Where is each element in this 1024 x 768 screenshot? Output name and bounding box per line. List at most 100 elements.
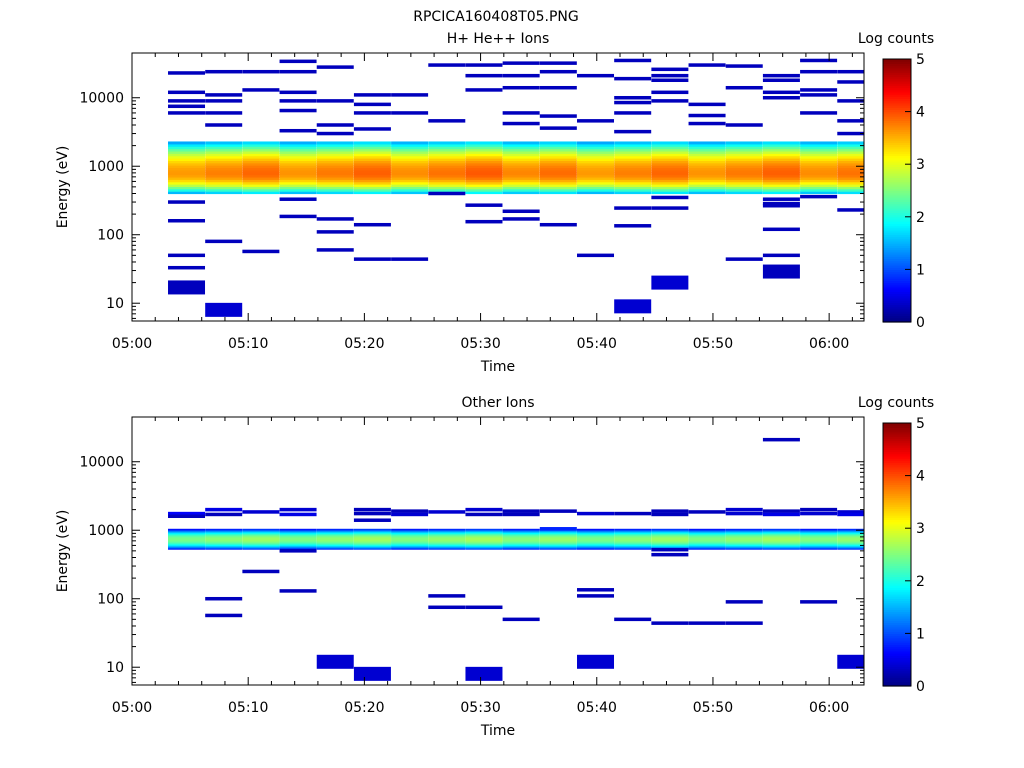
spectrogram-cell [316, 179, 354, 183]
spectrogram-cell [614, 548, 652, 550]
spectrogram-cell [353, 533, 391, 535]
spectrogram-cell [539, 174, 577, 178]
spectrogram-cell [465, 535, 503, 537]
spectrogram-cell [205, 150, 243, 154]
spectrogram-cell [539, 141, 577, 145]
spectrogram-cell [800, 158, 838, 161]
spectrogram-cell [539, 541, 577, 544]
spectrogram-cell [242, 148, 280, 152]
spectrogram-cell [688, 191, 726, 195]
colorbar-segment [883, 297, 911, 301]
spectrogram-point [242, 249, 280, 254]
spectrogram-cell [762, 548, 800, 550]
colorbar-segment [883, 181, 911, 185]
spectrogram-cell [316, 537, 354, 539]
spectrogram-cell [279, 150, 317, 154]
spectrogram-cell [614, 191, 652, 195]
spectrogram-cell [725, 184, 763, 187]
spectrogram-cell [465, 545, 503, 547]
spectrogram-cell [316, 545, 354, 547]
spectrogram-cell [688, 176, 726, 180]
spectrogram-cell [577, 531, 615, 534]
spectrogram-point [168, 253, 206, 258]
spectrogram-cell [502, 148, 540, 152]
spectrogram-cell [800, 529, 838, 532]
spectrogram-point [651, 206, 689, 210]
spectrogram-cell [465, 544, 503, 547]
spectrogram-cell [316, 160, 354, 164]
spectrogram-cell [316, 172, 354, 176]
colorbar-segment [883, 587, 911, 591]
spectrogram-cell [168, 146, 206, 150]
spectrogram-cell [316, 165, 354, 169]
spectrogram-cell [428, 179, 466, 183]
spectrogram-cell [539, 546, 577, 548]
spectrogram-cell [205, 545, 243, 547]
colorbar-segment [883, 484, 911, 488]
spectrogram-cell [688, 143, 726, 147]
spectrogram-cell [205, 536, 243, 538]
spectrogram-cell [725, 542, 763, 545]
spectrogram-cell [428, 541, 466, 544]
colorbar-segment [883, 98, 911, 102]
spectrogram-cell [279, 538, 317, 541]
spectrogram-cell [614, 172, 652, 176]
spectrogram-cell [428, 167, 466, 171]
colorbar-segment [883, 306, 911, 310]
colorbar-segment [883, 319, 911, 323]
spectrogram-cell [577, 181, 615, 185]
spectrogram-point [725, 64, 763, 68]
spectrogram-cell [391, 543, 429, 546]
colorbar-segment [883, 501, 911, 505]
spectrogram-cell [353, 547, 391, 549]
spectrogram-cell [577, 160, 615, 164]
spectrogram-cell [725, 547, 763, 549]
spectrogram-cell [800, 530, 838, 533]
spectrogram-cell [614, 542, 652, 545]
spectrogram-cell [502, 172, 540, 176]
spectrogram-cell [279, 537, 317, 539]
spectrogram-cell [651, 530, 689, 533]
spectrogram-cell [391, 165, 429, 169]
spectrogram-cell [502, 534, 540, 536]
spectrogram-cell [837, 191, 864, 195]
colorbar-segment [883, 109, 911, 113]
spectrogram-cell [725, 545, 763, 547]
spectrogram-cell [651, 541, 689, 544]
spectrogram-cell [614, 174, 652, 178]
spectrogram-cell [725, 531, 763, 534]
colorbar-segment [883, 249, 911, 253]
spectrogram-cell [837, 162, 864, 166]
spectrogram-cell [651, 169, 689, 173]
spectrogram-cell [762, 176, 800, 180]
spectrogram-cell [502, 146, 540, 150]
colorbar-segment [883, 664, 911, 667]
spectrogram-cell [502, 155, 540, 159]
spectrogram-cell [205, 541, 243, 544]
spectrogram-cell [688, 534, 726, 536]
spectrogram-cell [279, 533, 317, 535]
spectrogram-cell [688, 150, 726, 154]
spectrogram-point [205, 93, 243, 97]
spectrogram-cell [316, 532, 354, 535]
spectrogram-point [688, 121, 726, 126]
x-tick-label: 05:20 [344, 336, 384, 352]
spectrogram-cell [316, 546, 354, 548]
spectrogram-cell [428, 143, 466, 147]
spectrogram-cell [242, 548, 280, 550]
spectrogram-cell [428, 534, 466, 536]
spectrogram-cell [353, 179, 391, 183]
spectrogram-cell [837, 176, 864, 180]
spectrogram-cell [725, 148, 763, 152]
spectrogram-point [391, 509, 429, 513]
spectrogram-cell [353, 548, 391, 550]
spectrogram-point [353, 257, 391, 261]
spectrogram-point [614, 511, 652, 516]
spectrogram-cell [614, 169, 652, 173]
colorbar-tick-label: 3 [916, 521, 925, 537]
colorbar-segment [883, 464, 911, 468]
spectrogram-cell [391, 162, 429, 166]
spectrogram-cell [725, 534, 763, 536]
colorbar-segment [883, 679, 911, 683]
spectrogram-cell [168, 535, 206, 537]
